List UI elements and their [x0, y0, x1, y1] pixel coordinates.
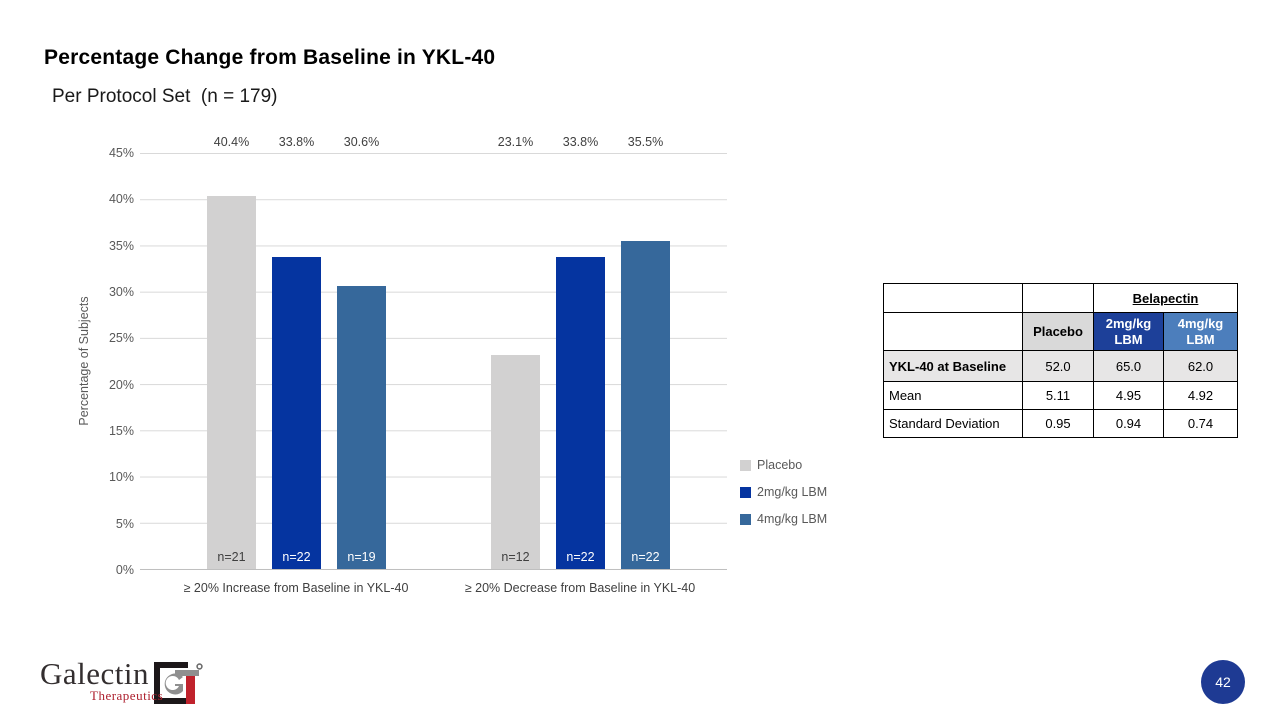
- bar-slot-4mg-increase: n=19 30.6%: [337, 135, 386, 569]
- legend-label: 4mg/kg LBM: [757, 512, 828, 526]
- table-row-belapectin: Belapectin: [883, 283, 1238, 313]
- y-tick: 10%: [108, 470, 134, 485]
- bar-value-label: 40.4%: [213, 135, 250, 149]
- y-tick: 35%: [108, 238, 134, 253]
- bar-placebo-decrease: n=12: [491, 355, 540, 569]
- table-cell: 0.74: [1163, 409, 1238, 438]
- legend-swatch-2mg: [740, 486, 751, 498]
- table-row-label: Mean: [883, 381, 1023, 410]
- y-tick: 5%: [115, 516, 134, 531]
- table-empty-cell: [883, 312, 1023, 351]
- bar-n-label: n=19: [347, 550, 376, 564]
- y-tick: 40%: [108, 192, 134, 207]
- logo-sub-wordmark: Therapeutics: [90, 688, 164, 703]
- bar-slot-2mg-increase: n=22 33.8%: [272, 135, 321, 569]
- bar-group-increase: n=21 40.4% n=22 33.8% n=19 30.6%: [207, 135, 386, 569]
- bar-2mg-increase: n=22: [272, 256, 321, 569]
- bar-slot-2mg-decrease: n=22 33.8%: [556, 135, 605, 569]
- bar-slot-placebo-increase: n=21 40.4%: [207, 135, 256, 569]
- bar-n-label: n=22: [566, 550, 595, 564]
- table-cell: 65.0: [1093, 350, 1164, 382]
- bar-n-label: n=22: [631, 550, 660, 564]
- table-cell: 62.0: [1163, 350, 1238, 382]
- table-row-column-headers: Placebo 2mg/kg LBM 4mg/kg LBM: [883, 312, 1238, 351]
- bar-group-decrease: n=12 23.1% n=22 33.8% n=22 35.5%: [491, 135, 670, 569]
- bar-4mg-decrease: n=22: [621, 240, 670, 569]
- table-row-label: Standard Deviation: [883, 409, 1023, 438]
- table-cell: 0.95: [1022, 409, 1094, 438]
- table-empty-cell: [1022, 283, 1094, 313]
- page-number-badge: 42: [1201, 660, 1245, 704]
- table-cell: 4.92: [1163, 381, 1238, 410]
- legend-item-4mg: 4mg/kg LBM: [740, 512, 828, 526]
- chart-legend: Placebo 2mg/kg LBM 4mg/kg LBM: [740, 458, 828, 526]
- y-tick: 25%: [108, 331, 134, 346]
- table-row: YKL-40 at Baseline 52.0 65.0 62.0: [883, 350, 1238, 382]
- table-col-header-4mg: 4mg/kg LBM: [1163, 312, 1238, 351]
- bar-value-label: 23.1%: [497, 135, 534, 149]
- y-tick: 15%: [108, 424, 134, 438]
- y-tick: 30%: [108, 284, 134, 299]
- page-title: Percentage Change from Baseline in YKL-4…: [44, 46, 496, 69]
- bar-slot-4mg-decrease: n=22 35.5%: [621, 135, 670, 569]
- page-subtitle: Per Protocol Set (n = 179): [52, 86, 278, 107]
- table-cell: 52.0: [1022, 350, 1094, 382]
- bar-placebo-increase: n=21: [207, 195, 256, 569]
- bar-slot-placebo-decrease: n=12 23.1%: [491, 135, 540, 569]
- y-tick: 20%: [108, 377, 134, 392]
- x-category-label-decrease: ≥ 20% Decrease from Baseline in YKL-40: [464, 581, 696, 595]
- table-row-label: YKL-40 at Baseline: [883, 350, 1023, 382]
- gt-logo-icon: [154, 662, 203, 704]
- legend-item-placebo: Placebo: [740, 458, 827, 472]
- bar-2mg-decrease: n=22: [556, 256, 605, 569]
- bar-chart-plot-area: n=21 40.4% n=22 33.8% n=19 30.6% n=12: [140, 135, 727, 595]
- bar-n-label: n=22: [282, 550, 311, 564]
- y-axis-ticks: 45% 40% 35% 30% 25% 20% 15% 10% 5% 0%: [90, 146, 134, 577]
- galectin-logo-text: Galectin Therapeutics: [40, 656, 163, 703]
- bar-value-label: 35.5%: [627, 135, 664, 149]
- bar-n-label: n=12: [501, 550, 530, 564]
- table-empty-cell: [883, 283, 1023, 313]
- galectin-logo: Galectin Therapeutics: [40, 658, 203, 706]
- legend-swatch-placebo: [740, 459, 751, 471]
- y-tick: 0%: [115, 563, 134, 577]
- table-row: Mean 5.11 4.95 4.92: [883, 381, 1238, 410]
- table-col-header-2mg: 2mg/kg LBM: [1093, 312, 1164, 351]
- table-cell: 4.95: [1093, 381, 1164, 410]
- bar-value-label: 30.6%: [343, 135, 380, 149]
- bar-value-label: 33.8%: [562, 135, 599, 149]
- legend-swatch-4mg: [740, 513, 751, 525]
- legend-item-2mg: 2mg/kg LBM: [740, 485, 828, 499]
- bar-value-label: 33.8%: [278, 135, 315, 149]
- page-number: 42: [1215, 674, 1231, 690]
- table-row: Standard Deviation 0.95 0.94 0.74: [883, 409, 1238, 438]
- y-tick: 45%: [108, 146, 134, 160]
- table-col-header-placebo: Placebo: [1022, 312, 1094, 351]
- y-axis-title: Percentage of Subjects: [77, 296, 91, 426]
- x-category-label-increase: ≥ 20% Increase from Baseline in YKL-40: [183, 581, 409, 595]
- legend-label: Placebo: [757, 458, 803, 472]
- bar-4mg-increase: n=19: [337, 286, 386, 569]
- table-cell: 5.11: [1022, 381, 1094, 410]
- table-cell: 0.94: [1093, 409, 1164, 438]
- table-group-header: Belapectin: [1093, 283, 1238, 313]
- bar-n-label: n=21: [217, 550, 246, 564]
- baseline-stats-table: Belapectin Placebo 2mg/kg LBM 4mg/kg LBM…: [883, 283, 1238, 438]
- legend-label: 2mg/kg LBM: [757, 485, 828, 499]
- logo-wordmark: Galectin: [40, 656, 150, 691]
